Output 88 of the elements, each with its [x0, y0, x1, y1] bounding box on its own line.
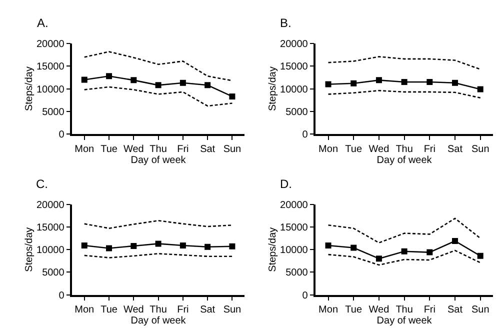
- x-tick-label: Mon: [74, 304, 94, 316]
- x-tick-label: Mon: [318, 304, 338, 316]
- x-tick-label: Wed: [368, 304, 390, 316]
- line-series: [328, 218, 482, 244]
- y-tick-label: 5000: [42, 106, 65, 118]
- x-tick-label: Sat: [200, 304, 216, 316]
- point: [376, 256, 382, 262]
- point: [401, 248, 408, 254]
- x-tick-label: Wed: [368, 144, 390, 155]
- y-tick-label: 15000: [280, 222, 308, 234]
- y-tick-label: 15000: [36, 62, 65, 73]
- y-tick-label: 10000: [280, 84, 308, 96]
- x-tick-label: Tue: [100, 144, 118, 155]
- y-tick-label: 10000: [280, 245, 308, 256]
- x-tick-label: Tue: [345, 144, 362, 155]
- y-axis-title: Steps/day: [24, 227, 36, 272]
- y-axis-title: Steps/day: [268, 227, 279, 272]
- y-tick-label: 20000: [280, 200, 308, 211]
- y-tick-label: 5000: [42, 268, 65, 279]
- chart-title: A.: [37, 16, 48, 30]
- point: [426, 249, 433, 256]
- y-tick-label: 20000: [280, 39, 308, 50]
- point: [477, 86, 484, 92]
- point: [325, 81, 332, 88]
- point: [229, 93, 236, 100]
- x-axis-title: Day of week: [130, 154, 187, 166]
- line-series: [84, 220, 233, 229]
- x-tick-label: Sat: [447, 304, 463, 316]
- point: [180, 80, 186, 86]
- y-tick-label: 20000: [36, 200, 65, 211]
- point: [426, 78, 433, 85]
- point: [376, 77, 382, 84]
- y-tick-label: 0: [302, 290, 308, 302]
- x-tick-label: Sat: [447, 144, 463, 155]
- y-axis-title: Steps/day: [268, 66, 279, 112]
- y-tick-label: 15000: [280, 62, 308, 73]
- x-tick-label: Thu: [396, 144, 413, 155]
- x-tick-label: Tue: [100, 304, 118, 316]
- y-tick-label: 0: [58, 290, 65, 302]
- x-tick-label: Sun: [471, 144, 490, 155]
- x-tick-label: Tue: [345, 304, 362, 316]
- point: [477, 252, 484, 259]
- x-tick-label: Sun: [471, 304, 490, 316]
- point: [452, 238, 458, 244]
- point: [350, 244, 357, 251]
- point: [401, 78, 408, 85]
- chart-title: B.: [280, 16, 292, 30]
- x-tick-label: Mon: [74, 144, 94, 155]
- x-tick-label: Fri: [177, 304, 189, 316]
- x-tick-label: Fri: [177, 144, 189, 155]
- point: [325, 242, 332, 248]
- x-tick-label: Thu: [396, 304, 413, 316]
- line-series: [328, 56, 482, 70]
- x-tick-label: Sun: [223, 304, 242, 316]
- point: [452, 80, 458, 86]
- y-tick-label: 15000: [36, 222, 65, 234]
- x-tick-label: Wed: [123, 144, 144, 155]
- x-axis-title: Day of week: [376, 154, 433, 166]
- line-series: [84, 51, 233, 82]
- point: [106, 73, 112, 80]
- y-axis-title: Steps/day: [24, 66, 36, 112]
- point: [350, 80, 357, 86]
- y-tick-label: 10000: [36, 84, 65, 96]
- x-axis-title: Day of week: [130, 316, 187, 327]
- x-tick-label: Mon: [318, 144, 338, 155]
- line-series: [328, 250, 482, 266]
- y-tick-label: 5000: [286, 268, 308, 279]
- x-tick-label: Wed: [123, 304, 144, 316]
- x-tick-label: Fri: [424, 144, 436, 155]
- x-tick-label: Thu: [150, 144, 167, 155]
- x-tick-label: Fri: [424, 304, 436, 316]
- y-tick-label: 10000: [36, 245, 65, 256]
- line-series: [328, 90, 482, 98]
- chart-title: D.: [280, 177, 292, 191]
- y-tick-label: 5000: [286, 106, 308, 118]
- x-tick-label: Thu: [150, 304, 167, 316]
- x-tick-label: Sun: [223, 144, 242, 155]
- point: [130, 77, 137, 84]
- y-tick-label: 0: [58, 130, 65, 140]
- point: [155, 82, 162, 88]
- y-tick-label: 0: [302, 130, 308, 140]
- x-tick-label: Sat: [200, 144, 216, 155]
- line-series: [84, 86, 233, 107]
- chart-title: C.: [36, 177, 48, 191]
- x-axis-title: Day of week: [376, 316, 433, 327]
- point: [204, 82, 211, 88]
- y-tick-label: 20000: [36, 39, 65, 50]
- point: [81, 76, 88, 83]
